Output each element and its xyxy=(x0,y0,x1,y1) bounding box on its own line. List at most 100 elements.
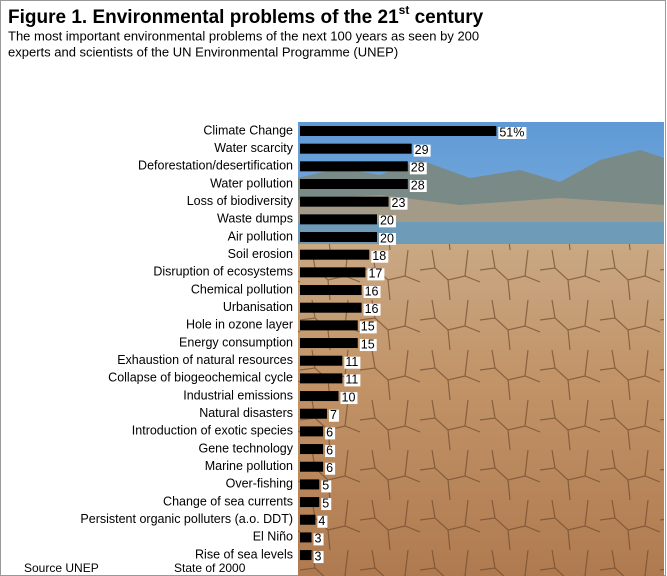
bar xyxy=(300,232,377,243)
value-label-bg xyxy=(359,321,377,334)
category-label: Gene technology xyxy=(198,441,293,455)
category-label: Loss of biodiversity xyxy=(187,194,294,208)
bar xyxy=(300,126,497,136)
source: Source UNEP xyxy=(24,561,99,575)
value-label: 11 xyxy=(345,355,358,369)
bar xyxy=(300,373,343,384)
category-label: Urbanisation xyxy=(223,300,293,314)
bar xyxy=(300,497,320,508)
value-label-bg xyxy=(344,356,361,369)
value-label-bg xyxy=(317,515,328,528)
bar xyxy=(300,320,358,331)
bar xyxy=(300,479,320,490)
value-label: 20 xyxy=(380,231,394,245)
bar xyxy=(300,550,312,561)
category-label: Collapse of biogeochemical cycle xyxy=(108,371,293,385)
value-label-bg xyxy=(313,533,324,546)
category-label: Change of sea currents xyxy=(163,494,293,508)
value-label: 7 xyxy=(330,408,337,422)
value-label: 15 xyxy=(361,320,375,334)
value-label: 18 xyxy=(372,249,386,263)
value-label-bg xyxy=(340,392,358,405)
value-label-bg xyxy=(325,462,336,475)
value-label: 6 xyxy=(326,426,333,440)
value-label-bg xyxy=(413,144,431,157)
category-label: Over-fishing xyxy=(226,477,293,491)
value-label-bg xyxy=(390,197,408,210)
chart-title: Figure 1. Environmental problems of the … xyxy=(8,3,484,28)
bar xyxy=(300,532,312,543)
value-label-bg xyxy=(325,427,336,440)
category-label: El Niño xyxy=(253,530,293,544)
bar xyxy=(300,249,370,260)
bar xyxy=(300,391,339,402)
category-label: Chemical pollution xyxy=(191,282,293,296)
value-label: 28 xyxy=(411,161,425,175)
value-label: 5 xyxy=(322,496,329,510)
value-label: 23 xyxy=(392,196,406,210)
category-label: Waste dumps xyxy=(217,212,293,226)
value-label-bg xyxy=(325,445,336,458)
bar xyxy=(300,161,408,172)
category-label: Marine pollution xyxy=(205,459,293,473)
category-label: Deforestation/desertification xyxy=(138,159,293,173)
category-label: Hole in ozone layer xyxy=(186,318,293,332)
subtitle: The most important environmental problem… xyxy=(8,28,479,43)
bar xyxy=(300,461,324,472)
bar xyxy=(300,444,324,455)
bar xyxy=(300,267,366,278)
category-label: Persistent organic polluters (a.o. DDT) xyxy=(80,512,293,526)
category-label: Climate Change xyxy=(203,123,293,137)
value-label: 15 xyxy=(361,337,375,351)
value-label-bg xyxy=(359,339,377,352)
value-label: 3 xyxy=(315,549,322,563)
value-label: 6 xyxy=(326,443,333,457)
value-label-bg xyxy=(371,250,389,263)
category-label: Water pollution xyxy=(210,176,293,190)
bar xyxy=(300,214,377,225)
category-label: Energy consumption xyxy=(179,335,293,349)
value-label-bg xyxy=(344,374,361,387)
value-label-bg xyxy=(379,215,396,228)
bar xyxy=(300,196,389,207)
bar xyxy=(300,285,362,296)
value-label: 29 xyxy=(415,143,429,157)
subtitle: experts and scientists of the UN Environ… xyxy=(8,44,398,59)
value-label: 16 xyxy=(365,302,379,316)
bar xyxy=(300,179,408,190)
bar xyxy=(300,302,362,313)
value-label: 6 xyxy=(326,461,333,475)
value-label: 17 xyxy=(368,267,382,281)
bar xyxy=(300,426,324,437)
title-superscript: st xyxy=(399,3,410,17)
value-label: 51% xyxy=(499,125,524,139)
value-label-bg xyxy=(321,480,332,493)
background-photo xyxy=(298,122,664,576)
value-label-bg xyxy=(379,233,396,246)
bar xyxy=(300,355,343,366)
category-label: Introduction of exotic species xyxy=(132,424,293,438)
source-note: State of 2000 xyxy=(174,561,246,575)
value-label-bg xyxy=(363,303,381,316)
bar xyxy=(300,143,412,154)
value-label-bg xyxy=(409,180,427,193)
bar xyxy=(300,408,327,419)
bar xyxy=(300,514,316,525)
category-label: Disruption of ecosystems xyxy=(153,265,293,279)
value-label-bg xyxy=(498,127,527,139)
value-label: 11 xyxy=(345,373,358,387)
value-label-bg xyxy=(367,268,385,281)
category-label: Water scarcity xyxy=(214,141,293,155)
category-label: Industrial emissions xyxy=(183,388,293,402)
value-label-bg xyxy=(321,498,332,511)
value-label: 10 xyxy=(342,390,356,404)
value-label: 20 xyxy=(380,214,394,228)
value-label: 3 xyxy=(315,532,322,546)
category-label: Air pollution xyxy=(228,229,293,243)
bar xyxy=(300,338,358,349)
value-label-bg xyxy=(409,162,427,175)
value-label: 28 xyxy=(411,178,425,192)
title-end: century xyxy=(409,7,483,28)
title-text: Figure 1. Environmental problems of the … xyxy=(8,7,399,28)
